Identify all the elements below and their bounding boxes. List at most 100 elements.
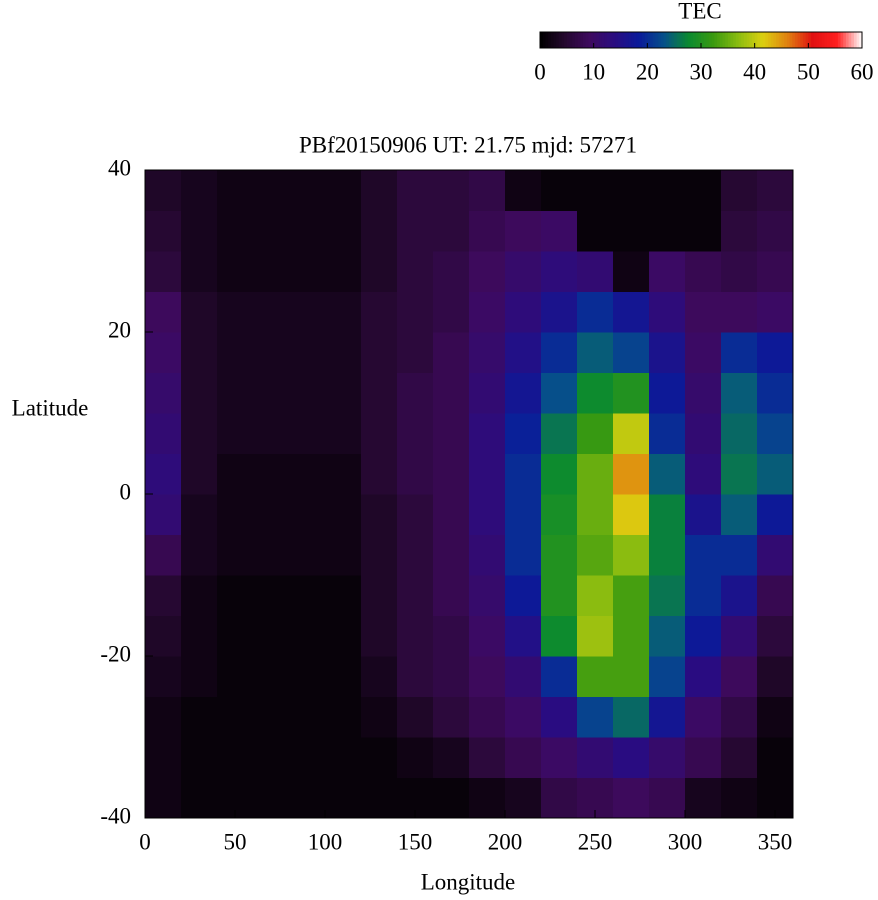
heat-cell [397,737,434,778]
heat-cell [289,615,326,657]
y-tick-label: 0 [120,479,132,504]
colorbar-swatch [641,32,646,48]
colorbar-swatch [851,32,855,48]
heat-cell [541,534,578,576]
colorbar-swatch [717,32,721,48]
heat-cell [217,615,254,657]
colorbar-swatch [668,32,673,48]
heat-cell [649,413,686,454]
colorbar-swatch [556,32,560,48]
heat-cell [325,210,362,252]
colorbar-swatch [553,32,557,48]
colorbar-swatch [582,32,587,48]
heat-cell [757,291,794,333]
colorbar-swatch [835,32,839,48]
heat-cell [397,332,434,373]
heat-cell [613,615,650,657]
heat-cell [577,210,614,252]
heat-cell [505,413,542,454]
heat-cell [577,575,614,616]
heat-cell [181,696,218,738]
heat-cell [757,170,794,211]
heat-cell [757,494,794,535]
heat-cell [217,534,254,576]
colorbar-swatch [837,32,842,48]
heat-cell [577,494,614,535]
heat-cell [649,656,686,697]
heat-cell [325,696,362,738]
heat-cell [181,453,218,495]
heat-cell [181,656,218,697]
heat-cell [505,737,542,778]
x-tick-label: 200 [488,829,523,854]
heat-cell [253,494,290,535]
colorbar-swatch [848,32,852,48]
colorbar-tick-label: 10 [582,59,605,84]
y-tick-label: -20 [100,641,131,666]
heat-cell [541,251,578,292]
heat-cell [433,737,470,778]
heat-cell [253,413,290,454]
heat-cell [145,575,182,616]
colorbar-swatch [564,32,568,48]
heat-cell [505,575,542,616]
heat-cell [721,170,758,211]
heat-cell [181,534,218,576]
heat-cell [649,575,686,616]
heat-cell [685,534,722,576]
heat-cell [649,210,686,252]
colorbar-swatch [633,32,638,48]
colorbar-swatch [609,32,614,48]
heat-cell [721,696,758,738]
heat-cell [613,696,650,738]
colorbar-swatch [601,32,605,48]
heat-cell [505,656,542,697]
colorbar-tick-label: 20 [636,59,659,84]
colorbar-swatch [615,32,619,48]
heat-cell [649,494,686,535]
heat-cell [757,413,794,454]
heat-cell [469,696,506,738]
colorbar-swatch [620,32,624,48]
heat-cell [685,656,722,697]
heat-cell [721,453,758,495]
heat-cell [541,332,578,373]
heat-cell [541,777,578,819]
heat-cell [289,534,326,576]
heat-cell [217,696,254,738]
colorbar-swatch [725,32,729,48]
heat-cell [361,413,398,454]
heat-cell [433,453,470,495]
colorbar-swatch [819,32,823,48]
colorbar-swatch [623,32,627,48]
heat-cell [685,413,722,454]
colorbar-swatch [760,32,764,48]
heat-cell [253,210,290,252]
colorbar-swatch [743,32,748,48]
heat-cell [325,291,362,333]
colorbar-swatch [754,32,758,48]
heat-cell [361,615,398,657]
heat-cell [685,494,722,535]
colorbar-swatch [550,32,555,48]
heat-cell [505,170,542,211]
heat-cell [325,494,362,535]
colorbar-tick-label: 30 [690,59,713,84]
colorbar-swatch [652,32,656,48]
heat-cell [613,453,650,495]
heat-cell [613,534,650,576]
colorbar-swatch [711,32,716,48]
heat-cell [289,372,326,414]
heat-cell [721,615,758,657]
heat-cell [469,534,506,576]
colorbar-swatch [859,32,863,48]
colorbar-swatch [647,32,651,48]
heat-cell [649,453,686,495]
colorbar-swatch [666,32,670,48]
colorbar-swatch [746,32,750,48]
heat-cell [325,575,362,616]
y-tick-label: 20 [108,317,131,342]
heat-cell [469,332,506,373]
heat-cell [397,251,434,292]
colorbar-swatch [698,32,702,48]
